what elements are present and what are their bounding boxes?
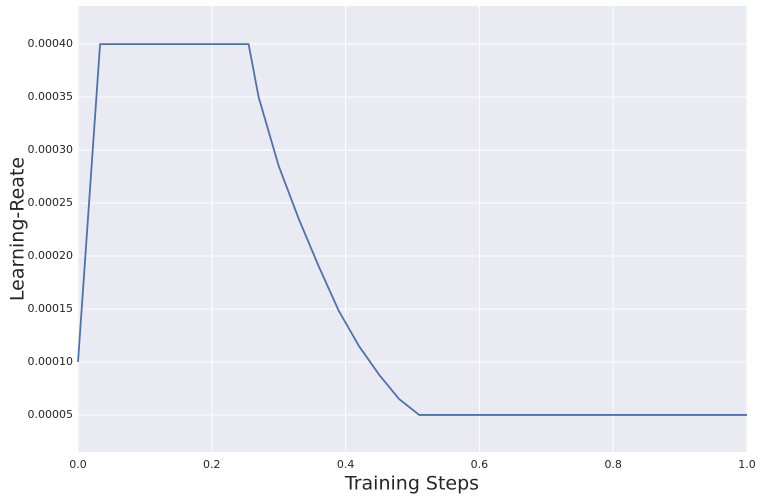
y-tick-label: 0.00030 bbox=[28, 143, 74, 156]
x-tick-label: 0.2 bbox=[203, 458, 221, 471]
line bbox=[77, 43, 747, 416]
y-axis-label: Learning-Reate bbox=[7, 157, 29, 301]
y-tick-label: 0.00005 bbox=[28, 408, 74, 421]
y-tick-label: 0.00040 bbox=[28, 37, 74, 50]
x-tick-label: 0.4 bbox=[337, 458, 355, 471]
x-tick-label: 0.0 bbox=[69, 458, 87, 471]
plot-area bbox=[78, 6, 747, 452]
y-tick-label: 0.00020 bbox=[28, 249, 74, 262]
y-tick-label: 0.00010 bbox=[28, 355, 74, 368]
y-tick-label: 0.00015 bbox=[28, 302, 74, 315]
x-tick-label: 0.6 bbox=[471, 458, 489, 471]
x-axis-label: Training Steps bbox=[344, 473, 479, 495]
x-tick-label: 1.0 bbox=[738, 458, 756, 471]
x-tick-label: 0.8 bbox=[604, 458, 622, 471]
y-tick-label: 0.00025 bbox=[28, 196, 74, 209]
y-tick-label: 0.00035 bbox=[28, 90, 74, 103]
